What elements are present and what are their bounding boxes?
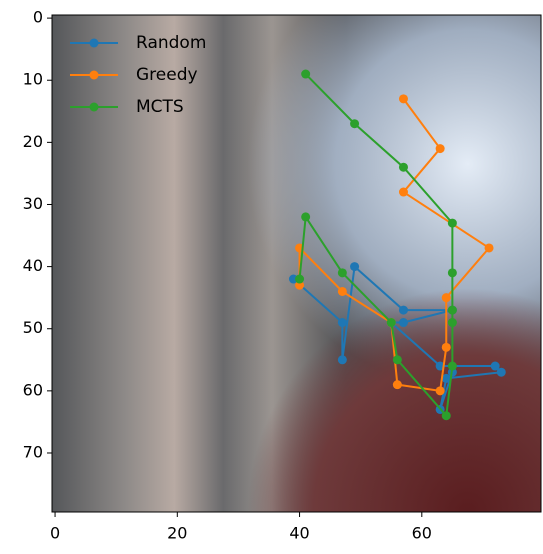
point: [393, 380, 402, 389]
y-tick-label: 20: [23, 132, 43, 151]
point: [338, 355, 347, 364]
point: [301, 212, 310, 221]
x-tick-label: 0: [50, 524, 60, 543]
point: [442, 343, 451, 352]
y-tick-label: 30: [23, 194, 43, 213]
legend-marker: [90, 71, 99, 80]
legend-marker: [90, 39, 99, 48]
chart: Random Greedy MCTS 0 20 40 60 0 10 20 30 40 50 60 70: [0, 0, 543, 550]
point: [436, 386, 445, 395]
point: [399, 163, 408, 172]
legend-marker: [90, 103, 99, 112]
point: [442, 411, 451, 420]
x-tick-label: 20: [167, 524, 187, 543]
point: [399, 306, 408, 315]
point: [295, 275, 304, 284]
point: [448, 362, 457, 371]
point: [387, 318, 396, 327]
point: [399, 318, 408, 327]
image: [52, 15, 541, 512]
point: [301, 70, 310, 79]
legend-label: Random: [136, 33, 206, 53]
y-tick-label: 70: [23, 442, 43, 461]
legend-label: Greedy: [136, 65, 198, 85]
point: [485, 243, 494, 252]
point: [350, 262, 359, 271]
x-tick-label: 40: [289, 524, 309, 543]
point: [436, 144, 445, 153]
y-tick-label: 60: [23, 380, 43, 399]
point: [497, 368, 506, 377]
point: [338, 268, 347, 277]
point: [448, 318, 457, 327]
y-tick-label: 40: [23, 256, 43, 275]
legend-label: MCTS: [136, 97, 184, 117]
point: [399, 94, 408, 103]
point: [338, 318, 347, 327]
point: [350, 119, 359, 128]
point: [448, 306, 457, 315]
y-tick-label: 50: [23, 318, 43, 337]
point: [448, 268, 457, 277]
y-tick-label: 10: [23, 70, 43, 89]
point: [448, 219, 457, 228]
point: [338, 287, 347, 296]
y-tick-label: 0: [33, 8, 43, 27]
point: [442, 293, 451, 302]
point: [399, 188, 408, 197]
x-tick-label: 60: [412, 524, 432, 543]
point: [393, 355, 402, 364]
